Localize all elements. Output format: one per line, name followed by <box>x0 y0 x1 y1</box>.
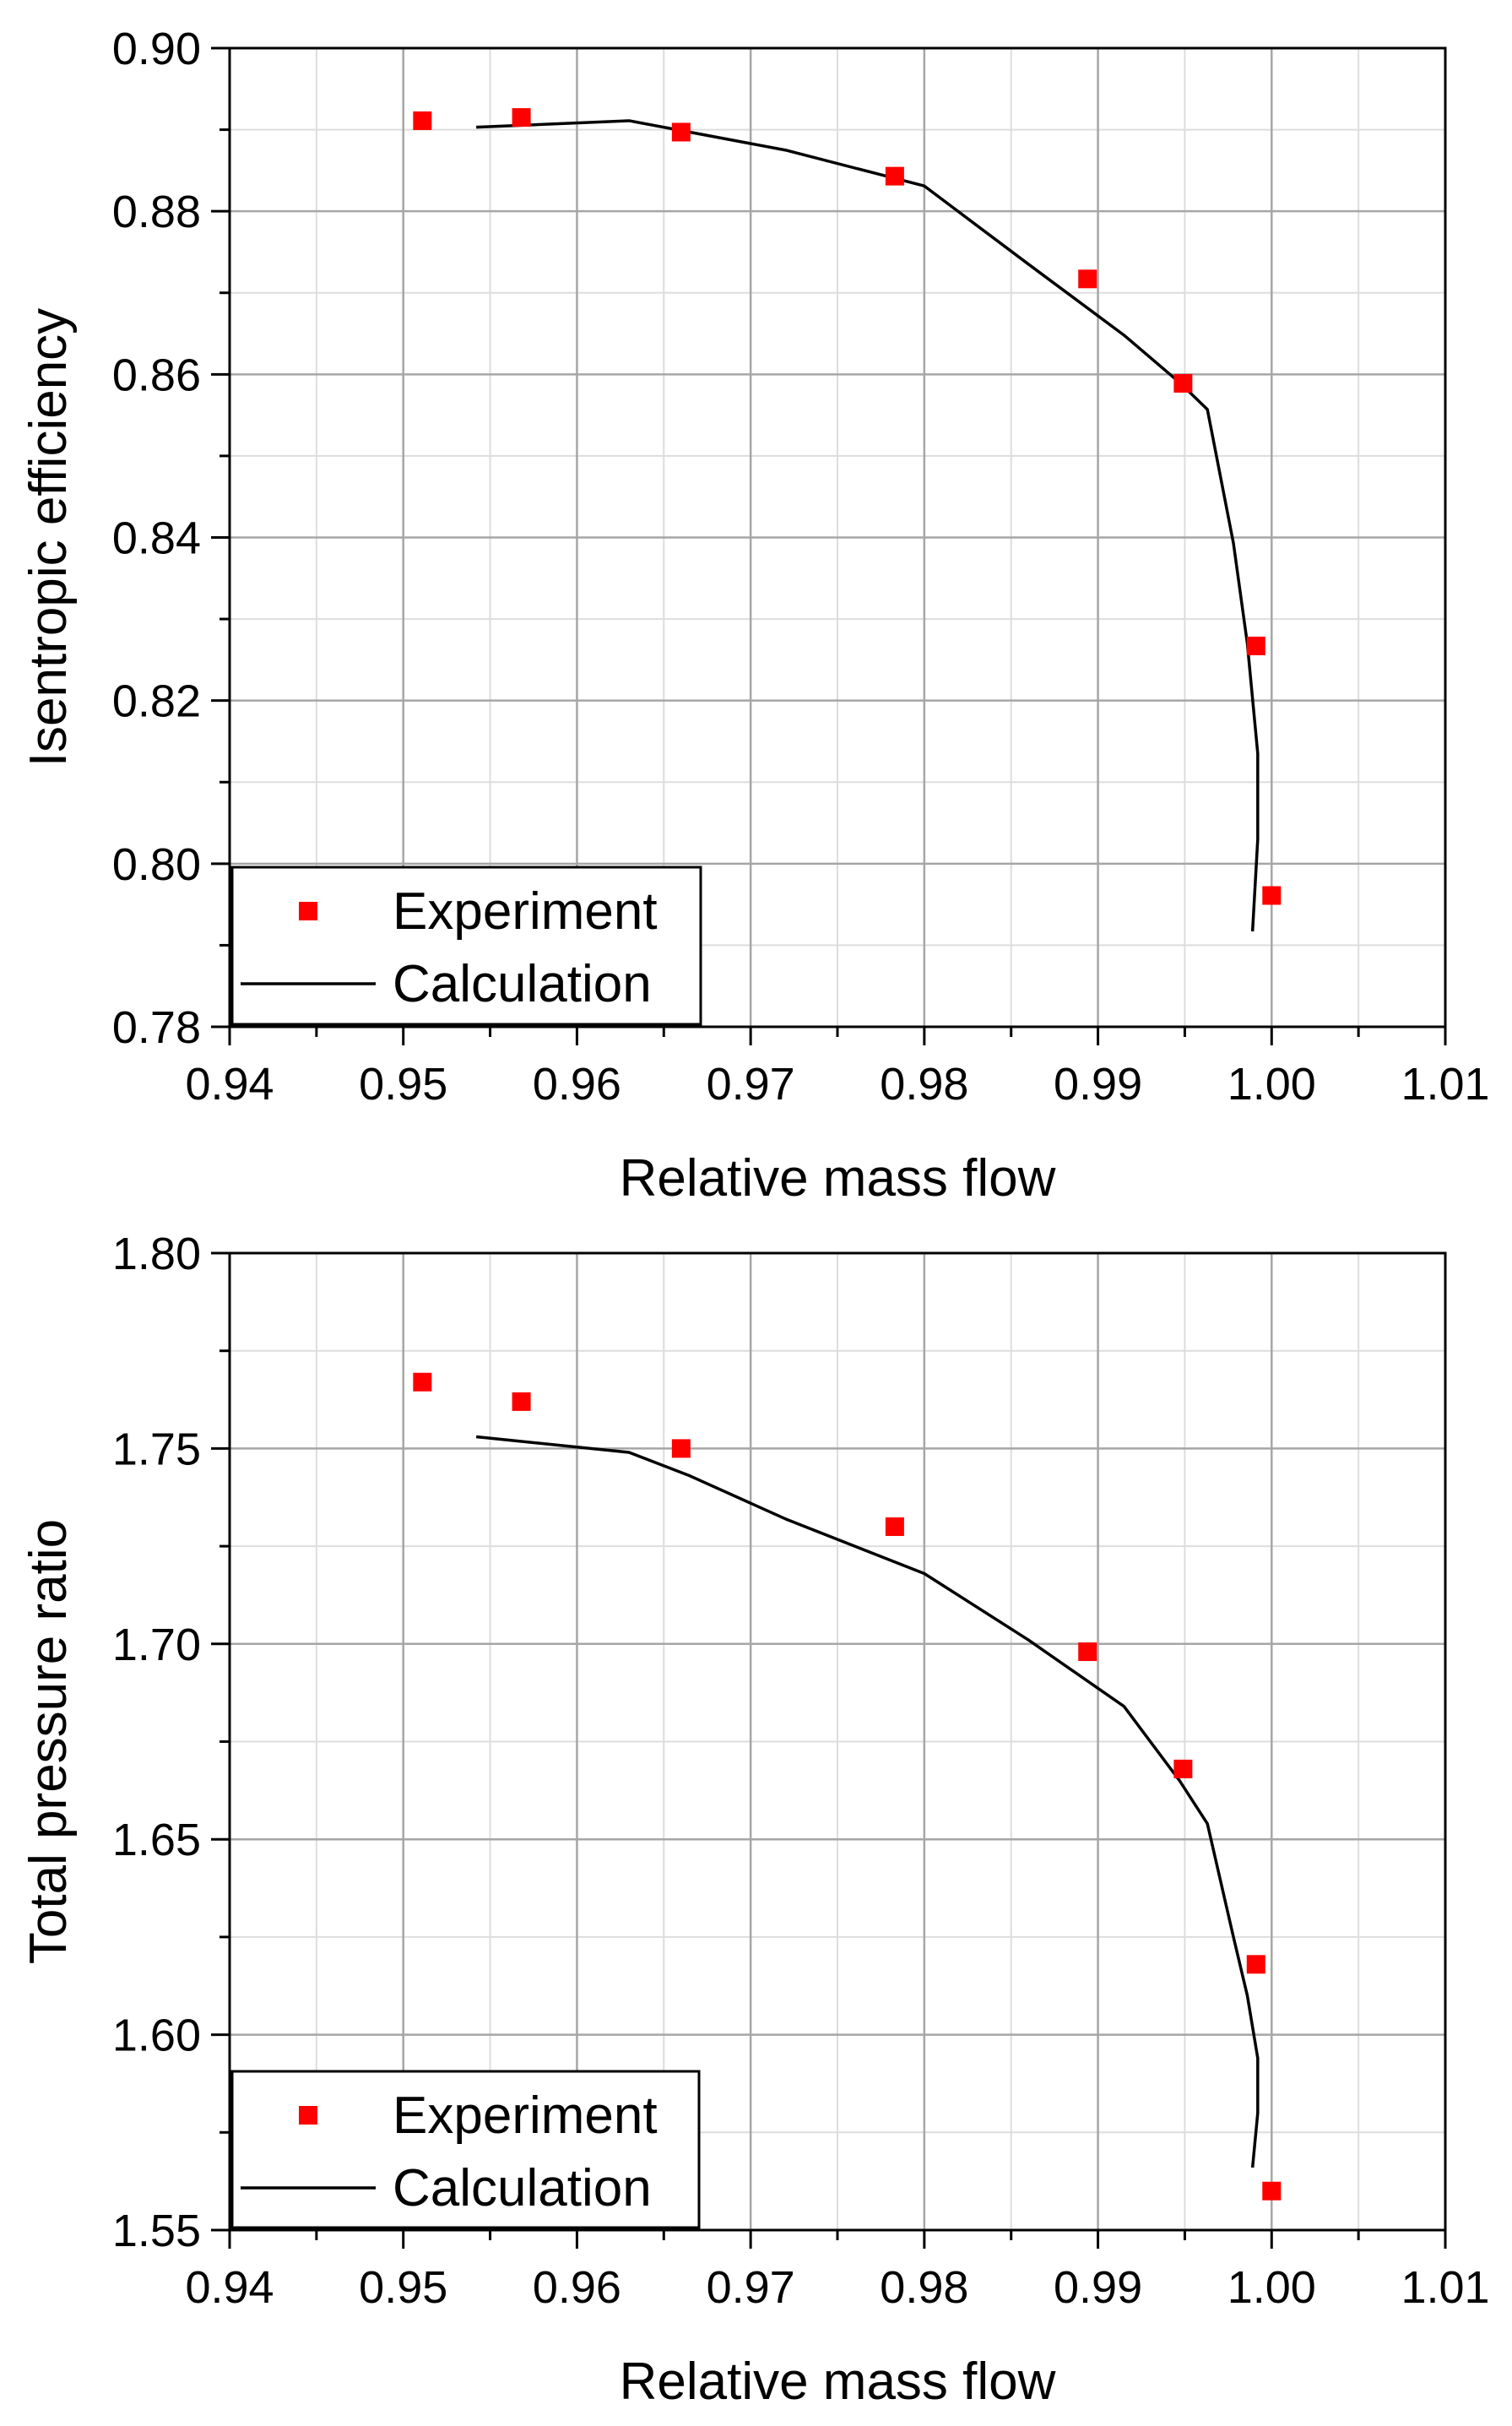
legend-box <box>230 2070 701 2229</box>
experiment-point <box>413 1372 432 1392</box>
y-tick-label: 0.84 <box>112 513 201 564</box>
x-tick-label: 1.00 <box>1227 2262 1316 2313</box>
chart-1: 0.94 0.95 0.96 0.97 0.98 0.99 1.00 1.01 0.78 0.80… <box>19 24 1490 1208</box>
legend-label: Experiment <box>393 2087 658 2145</box>
chart-2: 0.94 0.95 0.96 0.97 0.98 0.99 1.00 1.01 1.55 1.60… <box>19 1229 1490 2411</box>
experiment-point <box>413 111 432 130</box>
x-axis-title: Relative mass flow <box>620 1149 1056 1208</box>
experiment-point <box>1078 269 1097 289</box>
x-tick-label: 0.98 <box>880 1059 968 1110</box>
x-tick-label: 1.00 <box>1227 1059 1316 1110</box>
y-tick-label: 1.60 <box>112 2011 201 2061</box>
experiment-point <box>1246 636 1265 655</box>
x-tick-label: 0.99 <box>1054 2262 1142 2313</box>
plot-frame <box>228 46 1447 1028</box>
experiment-point <box>1262 886 1282 905</box>
experiment-point <box>885 166 904 186</box>
experiment-point <box>671 122 691 142</box>
x-axis-title: Relative mass flow <box>620 2353 1056 2411</box>
legend-label: Experiment <box>393 882 658 941</box>
experiment-point <box>1246 1955 1265 1974</box>
y-tick-label: 1.70 <box>112 1620 201 1670</box>
experiment-point <box>1173 373 1193 393</box>
legend-label: Calculation <box>393 955 652 1013</box>
legend: Experiment Calculation <box>230 866 702 1026</box>
y-tick-label: 0.80 <box>112 839 201 890</box>
calculation-line <box>476 119 1260 932</box>
experiment-point <box>1262 2181 1282 2201</box>
x-tick-label: 0.96 <box>533 2262 621 2313</box>
y-tick-label: 1.55 <box>112 2206 201 2256</box>
y-tick-label: 0.78 <box>112 1002 201 1053</box>
legend: Experiment Calculation <box>230 2070 701 2229</box>
experiment-point <box>1078 1642 1097 1662</box>
y-axis-title: Isentropic efficiency <box>19 308 78 767</box>
y-axis-title: Total pressure ratio <box>19 1519 78 1964</box>
y-tick-label: 0.86 <box>112 350 201 400</box>
x-tick-label: 0.94 <box>185 2262 274 2313</box>
x-tick-label: 0.95 <box>359 2262 447 2313</box>
x-tick-label: 0.95 <box>359 1059 447 1110</box>
x-tick-label: 1.01 <box>1401 1059 1489 1110</box>
x-tick-label: 0.98 <box>880 2262 968 2313</box>
plot-frame <box>228 1251 1447 2232</box>
x-tick-label: 0.96 <box>533 1059 621 1110</box>
y-tick-label: 0.90 <box>112 24 201 74</box>
x-tick-label: 0.97 <box>707 2262 795 2313</box>
x-tick-label: 0.97 <box>707 1059 795 1110</box>
legend-label: Calculation <box>393 2159 652 2217</box>
x-tick-label: 0.94 <box>185 1059 274 1110</box>
experiment-point <box>512 1392 531 1411</box>
legend-marker-experiment <box>299 902 317 920</box>
legend-marker-experiment <box>299 2106 317 2125</box>
experiment-point <box>1173 1759 1193 1778</box>
y-tick-label: 1.65 <box>112 1815 201 1865</box>
experiment-point <box>671 1439 691 1458</box>
x-tick-label: 1.01 <box>1401 2262 1489 2313</box>
y-tick-label: 1.75 <box>112 1424 201 1474</box>
experiment-point <box>885 1517 904 1536</box>
experiment-point <box>512 108 531 128</box>
calculation-line <box>475 1435 1260 2168</box>
legend-box <box>230 866 702 1026</box>
y-tick-label: 0.88 <box>112 187 201 237</box>
x-tick-label: 0.99 <box>1054 1059 1142 1110</box>
y-tick-label: 1.80 <box>112 1229 201 1279</box>
y-tick-label: 0.82 <box>112 676 201 727</box>
